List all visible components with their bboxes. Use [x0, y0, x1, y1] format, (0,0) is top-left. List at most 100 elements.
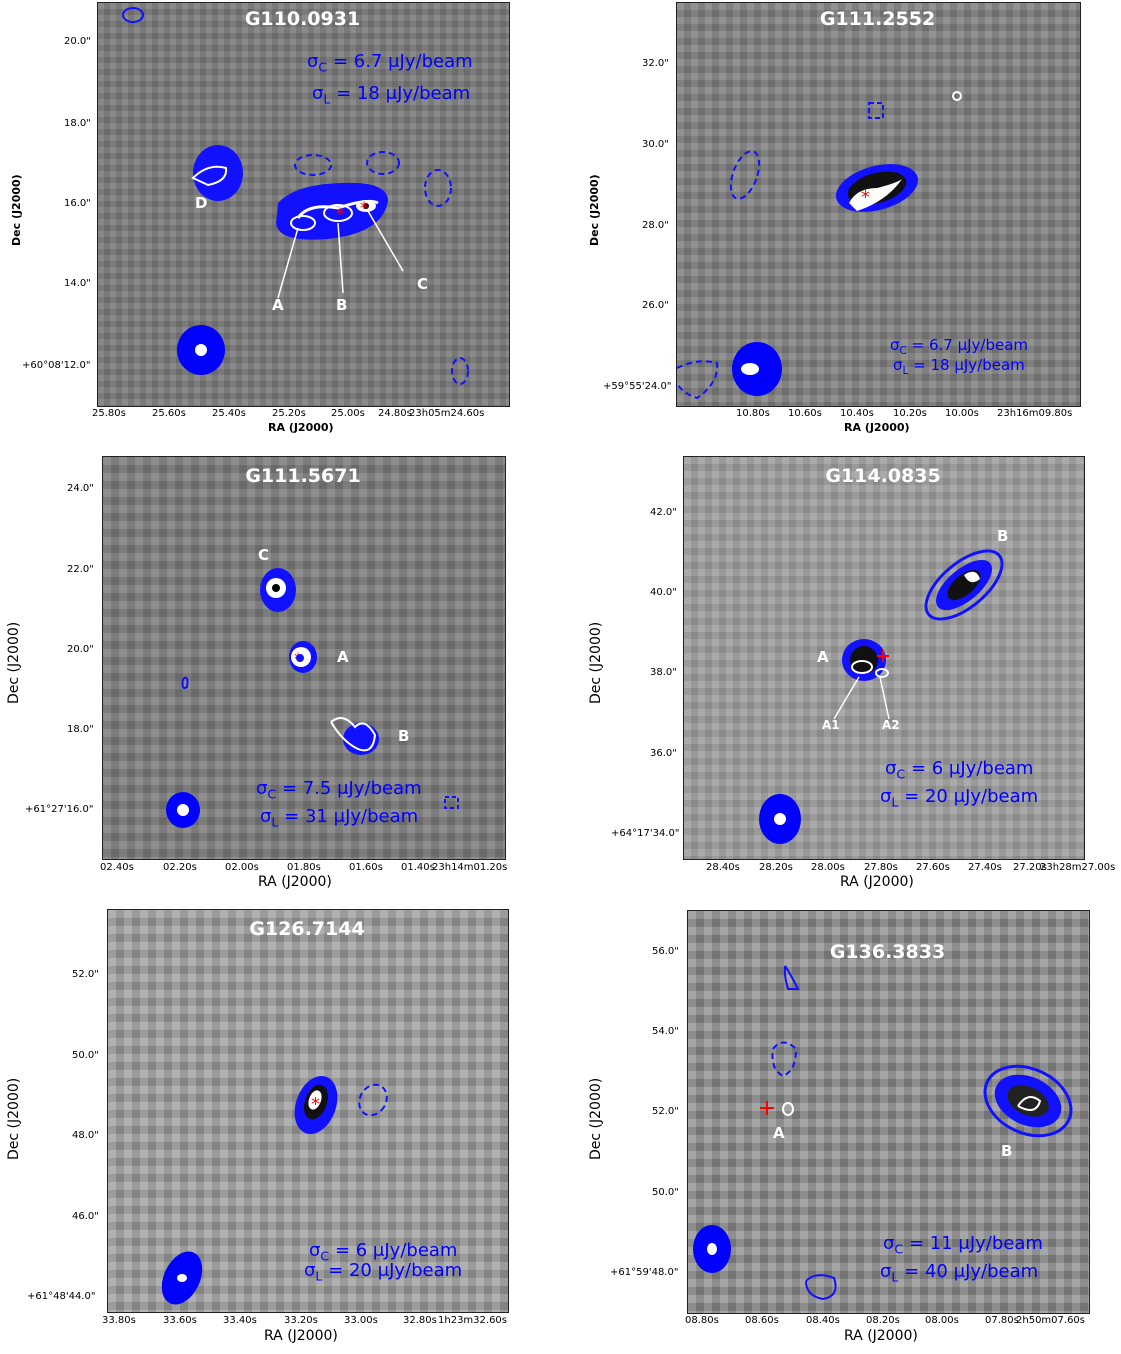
sigma-l-value: 20 μJy/beam — [348, 1260, 463, 1281]
equals: = — [322, 1260, 349, 1281]
source-d-contour — [193, 145, 243, 201]
equals: = — [908, 356, 931, 374]
x-tick-label: 28.20s — [759, 862, 793, 873]
source-label: D — [195, 194, 208, 212]
sigma-subscript: L — [891, 794, 899, 810]
y-tick-label: 18.0" — [64, 118, 91, 129]
sigma-subscript: C — [320, 1248, 330, 1264]
sigma-l: σL = 40 μJy/beam — [880, 1260, 1038, 1290]
sigma-subscript: C — [899, 345, 907, 357]
radio-map-g114 — [684, 457, 1084, 859]
sigma-c: σC = 6 μJy/beam — [309, 1239, 457, 1269]
sigma-symbol: σ — [880, 1261, 892, 1282]
sigma-c-value: 11 μJy/beam — [929, 1233, 1043, 1254]
y-tick-label: 18.0" — [67, 724, 94, 735]
sigma-symbol: σ — [885, 758, 897, 779]
equals: = — [276, 778, 303, 799]
sigma-l: σL = 20 μJy/beam — [880, 785, 1038, 815]
sigma-c: σC = 6 μJy/beam — [885, 757, 1033, 787]
y-tick-label: 26.0" — [642, 300, 669, 311]
sigma-c: σC = 7.5 μJy/beam — [256, 777, 422, 807]
y-axis-label: Dec (J2000) — [6, 1077, 22, 1160]
x-tick-label: 23h16m09.80s — [997, 408, 1073, 419]
x-tick-label: 02.40s — [100, 862, 134, 873]
x-axis-label: RA (J2000) — [844, 1328, 918, 1344]
sigma-symbol: σ — [893, 356, 903, 374]
source-label: A — [272, 296, 284, 314]
image-frame-g111-5671: * — [102, 456, 506, 860]
source-label: B — [997, 527, 1009, 545]
sigma-symbol: σ — [309, 1240, 321, 1261]
svg-text:*: * — [336, 204, 344, 223]
image-frame-g110: * * — [97, 2, 510, 407]
sigma-symbol: σ — [304, 1260, 316, 1281]
sigma-symbol: σ — [260, 806, 272, 827]
sigma-l-value: 40 μJy/beam — [924, 1261, 1039, 1282]
x-tick-label: 08.80s — [685, 1315, 719, 1326]
sigma-l: σL = 18 μJy/beam — [312, 82, 470, 112]
x-tick-label: 10.80s — [736, 408, 770, 419]
y-tick-label: +61°59'48.0" — [610, 1267, 679, 1278]
y-tick-label: +64°17'34.0" — [611, 828, 680, 839]
sigma-c: σC = 11 μJy/beam — [883, 1232, 1043, 1262]
y-tick-label: +61°48'44.0" — [27, 1291, 96, 1302]
source-label: C — [258, 546, 270, 564]
sigma-subscript: L — [323, 91, 331, 107]
equals: = — [327, 51, 354, 72]
sigma-subscript: L — [271, 814, 279, 830]
x-axis-label: RA (J2000) — [844, 421, 910, 434]
y-tick-label: 24.0" — [67, 483, 94, 494]
equals: = — [330, 83, 357, 104]
radio-map-g126: * — [108, 910, 508, 1312]
x-tick-label: 01.40s — [401, 862, 435, 873]
source-label: B — [1001, 1142, 1013, 1160]
radio-map-g111-5671: * — [103, 457, 505, 859]
image-frame-g126: * — [107, 909, 509, 1313]
y-tick-label: 30.0" — [642, 139, 669, 150]
panel-title: G126.7144 — [249, 918, 365, 940]
y-tick-label: 46.0" — [72, 1211, 99, 1222]
source-label: A — [337, 648, 349, 666]
y-tick-label: +60°08'12.0" — [22, 360, 91, 371]
sigma-l: σL = 18 μJy/beam — [893, 355, 1025, 381]
x-tick-label: 23h28m27.00s — [1040, 862, 1116, 873]
sigma-c-value: 6.7 μJy/beam — [353, 51, 473, 72]
x-tick-label: 25.00s — [331, 408, 365, 419]
x-tick-label: 23h05m24.60s — [409, 408, 485, 419]
x-axis-label: RA (J2000) — [258, 874, 332, 890]
sigma-c-value: 6 μJy/beam — [931, 758, 1034, 779]
sigma-subscript: L — [315, 1268, 323, 1284]
source-label: B — [336, 296, 348, 314]
sigma-c: σC = 6.7 μJy/beam — [307, 50, 473, 80]
x-tick-label: 2h50m07.60s — [1016, 1315, 1086, 1326]
y-axis-label: Dec (J2000) — [588, 1077, 604, 1160]
radio-map-g110: * * — [98, 3, 509, 406]
equals: = — [905, 758, 932, 779]
sigma-l-value: 18 μJy/beam — [930, 356, 1025, 374]
x-tick-label: 24.80s — [378, 408, 412, 419]
sigma-subscript: C — [894, 1241, 904, 1257]
y-tick-label: 42.0" — [650, 507, 677, 518]
sigma-subscript: C — [318, 59, 328, 75]
y-tick-label: 50.0" — [72, 1050, 99, 1061]
x-tick-label: 28.40s — [706, 862, 740, 873]
x-tick-label: 10.40s — [840, 408, 874, 419]
equals: = — [898, 1261, 925, 1282]
image-frame-g111-2552: * — [676, 2, 1081, 407]
y-tick-label: 14.0" — [64, 278, 91, 289]
sigma-symbol: σ — [883, 1233, 895, 1254]
sigma-c-value: 6.7 μJy/beam — [928, 336, 1029, 354]
equals: = — [906, 336, 929, 354]
y-tick-label: 22.0" — [67, 564, 94, 575]
svg-text:*: * — [861, 187, 870, 208]
x-tick-label: 07.80s — [985, 1315, 1019, 1326]
sigma-symbol: σ — [890, 336, 900, 354]
y-axis-label: Dec (J2000) — [6, 621, 22, 704]
source-label: B — [398, 727, 410, 745]
sigma-symbol: σ — [880, 786, 892, 807]
panel-title: G110.0931 — [244, 8, 361, 30]
svg-text:*: * — [360, 198, 368, 217]
x-tick-label: 10.60s — [788, 408, 822, 419]
sigma-symbol: σ — [256, 778, 268, 799]
radio-map-g111-2552: * — [677, 3, 1080, 406]
